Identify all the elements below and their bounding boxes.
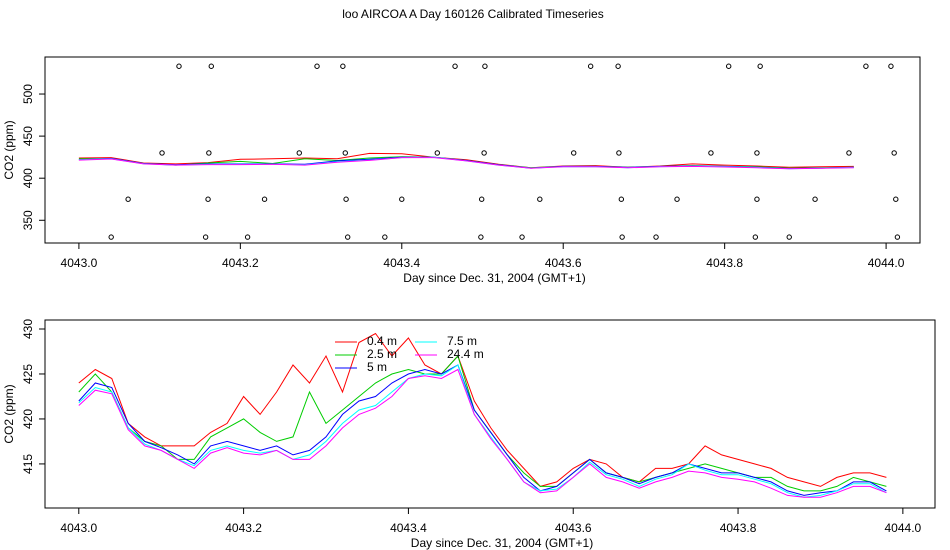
data-point [482,63,488,69]
series-line [78,364,887,496]
data-point [342,150,348,156]
data-point [708,150,714,156]
data-point [343,196,349,202]
data-point [125,196,131,202]
data-point [261,196,268,202]
data-point [846,150,852,156]
data-point [481,150,487,156]
legend-label: 7.5 m [447,334,477,348]
x-tick-label: 4043.4 [390,521,427,535]
data-point [616,150,622,156]
data-point [452,63,458,69]
x-tick-label: 4043.8 [706,256,743,270]
data-point [674,196,680,202]
series-line [78,364,887,498]
data-point [434,150,440,156]
x-tick-label: 4043.2 [222,256,259,270]
series-line [78,355,887,492]
data-point [244,234,251,240]
data-point [382,234,388,240]
data-point [754,196,760,202]
series-line [78,332,887,487]
y-tick-label: 450 [21,126,35,146]
x-tick-label: 4043.4 [383,256,420,270]
chart-title: loo AIRCOA A Day 160126 Calibrated Times… [342,7,603,21]
data-point [108,234,114,240]
data-point [893,196,899,202]
series-line [78,157,854,170]
data-point [176,63,182,69]
data-point [206,150,212,156]
plot-frame [44,319,936,509]
data-point [786,234,792,240]
legend-label: 0.4 m [367,334,397,348]
data-point [208,63,214,69]
series-line [78,368,887,498]
data-point [478,196,485,202]
data-point [752,234,759,240]
data-point [863,63,869,69]
data-point [519,234,525,240]
data-point [399,196,405,202]
x-tick-label: 4044.0 [885,521,922,535]
data-point [894,234,901,240]
data-point [571,150,577,156]
y-tick-label: 420 [21,409,35,429]
legend-label: 2.5 m [367,347,397,361]
x-axis-label: Day since Dec. 31, 2004 (GMT+1) [411,536,593,550]
x-tick-label: 4043.0 [60,521,97,535]
legend-label: 5 m [367,360,387,374]
data-point [615,63,621,69]
data-point [618,196,625,202]
y-tick-label: 500 [21,84,35,104]
x-tick-label: 4043.0 [61,256,98,270]
data-point [653,234,659,240]
data-point [888,63,894,69]
data-point [537,196,543,202]
x-tick-label: 4043.2 [225,521,262,535]
y-tick-label: 425 [21,364,35,384]
data-point [757,63,763,69]
x-axis-label: Day since Dec. 31, 2004 (GMT+1) [403,271,585,285]
data-point [202,234,209,240]
y-axis-label: CO2 (ppm) [2,384,16,443]
x-tick-label: 4044.0 [868,256,905,270]
data-point [296,150,302,156]
plot-frame [44,56,921,244]
data-point [159,150,165,156]
data-point [891,150,897,156]
data-point [205,196,211,202]
x-tick-label: 4043.8 [720,521,757,535]
data-point [587,63,594,69]
y-tick-label: 350 [21,210,35,230]
y-tick-label: 415 [21,454,35,474]
data-point [754,150,760,156]
legend-label: 24.4 m [447,347,484,361]
data-point [478,234,484,240]
y-tick-label: 400 [21,168,35,188]
data-point [314,63,320,69]
y-axis-label: CO2 (ppm) [2,120,16,179]
data-point [812,196,818,202]
x-tick-label: 4043.6 [555,521,592,535]
data-point [725,63,732,69]
x-tick-label: 4043.6 [545,256,582,270]
data-point [619,234,625,240]
data-point [340,63,346,69]
data-point [344,234,351,240]
y-tick-label: 430 [21,319,35,339]
